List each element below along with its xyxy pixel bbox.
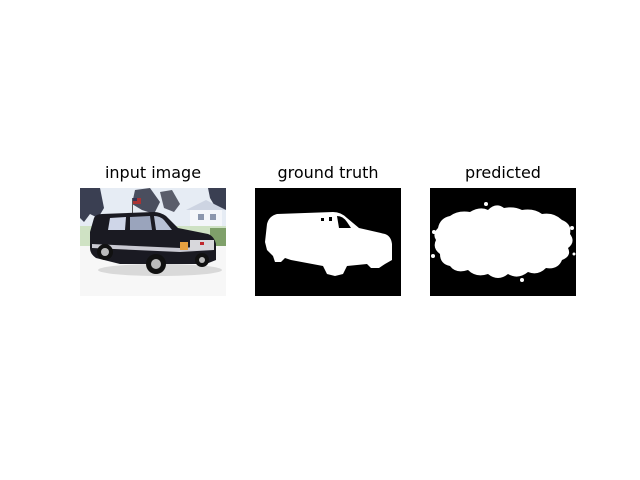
predicted-title: predicted (465, 163, 541, 182)
predicted-mask (430, 188, 576, 296)
ground-truth-mask (255, 188, 401, 296)
ground-truth-svg (255, 188, 401, 296)
input-image-title: input image (104, 163, 202, 182)
input-image (80, 188, 226, 296)
input-photo-svg (80, 188, 226, 296)
predicted-svg (430, 188, 576, 296)
ground-truth-title: ground truth (277, 163, 379, 182)
